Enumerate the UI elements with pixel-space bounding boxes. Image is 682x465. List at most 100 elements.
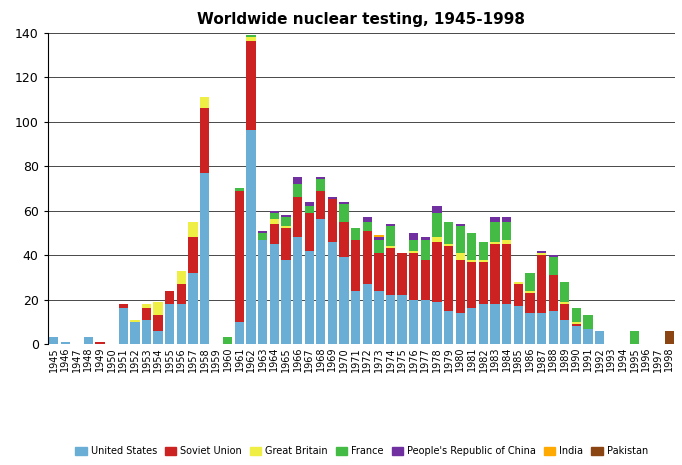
Bar [328,197,337,199]
Bar [479,262,488,304]
Bar [409,233,418,239]
Bar [572,324,581,326]
Bar [281,259,291,344]
Bar [316,191,325,219]
Bar [502,244,512,304]
Bar [142,319,151,344]
Bar [432,302,442,344]
Bar [525,313,535,344]
Bar [130,319,140,322]
Bar [328,242,337,344]
Bar [258,231,267,233]
Bar [444,246,454,311]
Bar [293,197,302,237]
Bar [177,271,186,284]
Bar [293,184,302,197]
Bar [223,338,233,344]
Bar [246,37,256,41]
Bar [421,299,430,344]
Bar [537,313,546,344]
Bar [409,299,418,344]
Bar [200,173,209,344]
Bar [548,311,558,344]
Bar [374,239,383,253]
Bar [432,237,442,242]
Bar [583,315,593,328]
Bar [432,206,442,213]
Bar [374,237,383,239]
Bar [502,222,512,239]
Bar [165,291,175,304]
Bar [514,306,523,344]
Bar [200,97,209,108]
Bar [630,331,639,344]
Bar [514,284,523,306]
Bar [246,131,256,344]
Bar [386,226,395,246]
Bar [502,239,512,244]
Bar [188,237,198,273]
Bar [246,35,256,37]
Bar [153,331,163,344]
Bar [444,244,454,246]
Bar [84,338,93,344]
Bar [432,242,442,302]
Bar [305,206,314,213]
Bar [548,275,558,311]
Title: Worldwide nuclear testing, 1945-1998: Worldwide nuclear testing, 1945-1998 [198,12,525,27]
Bar [363,231,372,284]
Bar [119,308,128,344]
Bar [316,219,325,344]
Bar [258,233,267,239]
Bar [467,308,477,344]
Bar [432,213,442,237]
Bar [467,233,477,259]
Bar [153,302,163,315]
Bar [525,273,535,291]
Bar [456,226,465,253]
Bar [479,242,488,259]
Bar [305,251,314,344]
Bar [421,237,430,239]
Bar [305,202,314,206]
Bar [61,342,70,344]
Bar [537,255,546,313]
Bar [456,253,465,259]
Bar [340,204,349,222]
Bar [560,282,569,302]
Bar [467,259,477,262]
Bar [269,211,279,213]
Bar [444,222,454,244]
Bar [188,273,198,344]
Bar [490,222,500,242]
Bar [328,199,337,242]
Bar [490,304,500,344]
Bar [386,295,395,344]
Bar [293,237,302,344]
Bar [235,191,244,322]
Bar [374,235,383,237]
Bar [281,215,291,217]
Bar [153,315,163,331]
Bar [421,259,430,299]
Bar [142,308,151,319]
Bar [444,311,454,344]
Bar [316,179,325,191]
Bar [386,248,395,295]
Bar [340,202,349,204]
Bar [200,108,209,173]
Bar [351,291,360,344]
Bar [269,244,279,344]
Bar [398,253,406,295]
Bar [363,284,372,344]
Bar [374,253,383,291]
Bar [177,304,186,344]
Legend: United States, Soviet Union, Great Britain, France, People's Republic of China, : United States, Soviet Union, Great Brita… [71,442,652,460]
Bar [456,313,465,344]
Bar [548,257,558,275]
Bar [130,322,140,344]
Bar [49,338,58,344]
Bar [363,222,372,231]
Bar [340,222,349,257]
Bar [374,291,383,344]
